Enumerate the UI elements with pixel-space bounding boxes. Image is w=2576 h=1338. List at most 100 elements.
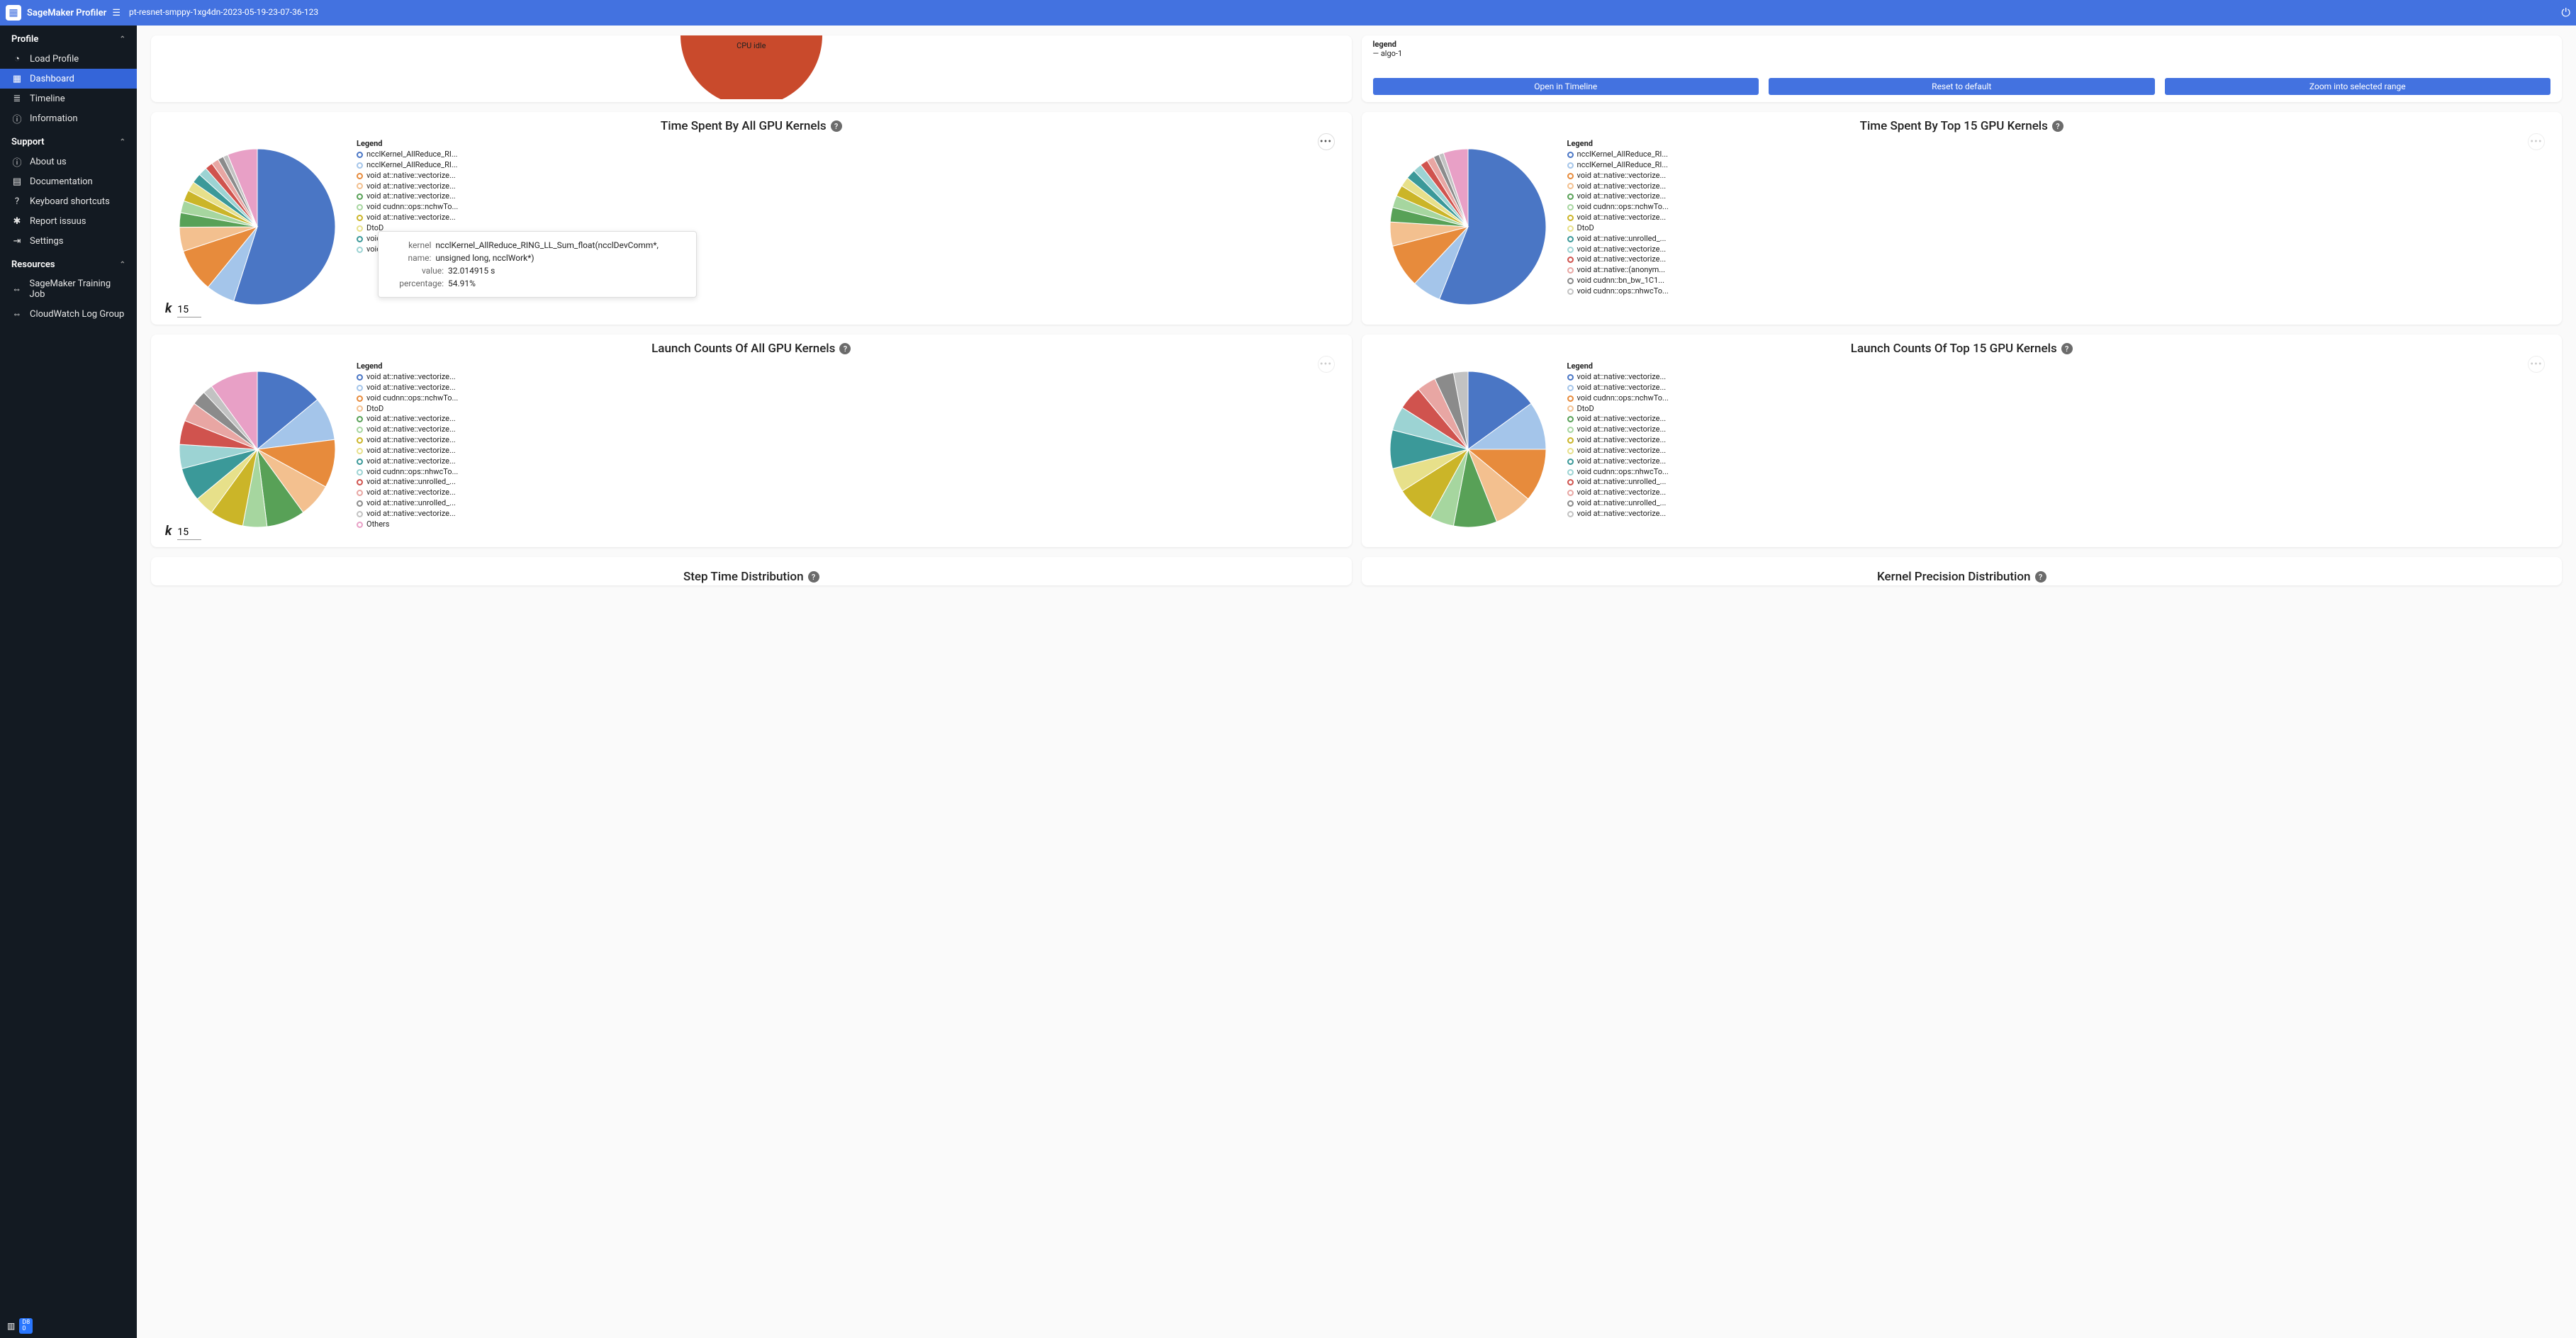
legend-item[interactable]: void at::native::vectorize... (1567, 509, 2548, 519)
legend-item[interactable]: ncclKernel_AllReduce_RI... (1567, 150, 2548, 160)
sidebar-item-documentation[interactable]: ▤Documentation (0, 172, 137, 191)
legend-item[interactable]: ncclKernel_AllReduce_RI... (357, 160, 1338, 171)
legend-item[interactable]: void at::native::vectorize... (357, 383, 1338, 393)
more-icon[interactable]: ••• (1318, 356, 1335, 373)
reset-default-button[interactable]: Reset to default (1769, 78, 2155, 95)
pie-chart[interactable] (178, 370, 337, 529)
more-icon[interactable]: ••• (2528, 356, 2545, 373)
sidebar-item-keyboard-shortcuts[interactable]: ?Keyboard shortcuts (0, 191, 137, 211)
more-icon[interactable]: ••• (1318, 133, 1335, 150)
legend-item[interactable]: void at::native::vectorize... (357, 446, 1338, 456)
legend-item[interactable]: void at::native::vectorize... (1567, 213, 2548, 223)
legend-item[interactable]: void cudnn::ops::nchwTo... (357, 202, 1338, 213)
legend-item[interactable]: DtoD (1567, 223, 2548, 234)
tooltip-label: kernel name: (388, 239, 431, 264)
legend-item[interactable]: void cudnn::ops::nhwcTo... (1567, 467, 2548, 478)
legend-item[interactable]: void at::native::vectorize... (357, 372, 1338, 383)
sidebar-item-about-us[interactable]: ⓘAbout us (0, 152, 137, 172)
section-resources[interactable]: Resources ⌃ (0, 251, 137, 274)
nav-label: Settings (30, 236, 63, 247)
legend-item[interactable]: void at::native::vectorize... (1567, 488, 2548, 498)
chart-icon[interactable]: ▥ (7, 1321, 15, 1331)
legend-item[interactable]: void at::native::(anonym... (1567, 265, 2548, 276)
legend-item[interactable]: ncclKernel_AllReduce_RI... (1567, 160, 2548, 171)
sidebar-item-sagemaker-training-job[interactable]: ⇔SageMaker Training Job (0, 274, 137, 304)
help-icon[interactable]: ? (808, 571, 819, 583)
legend-item[interactable]: void at::native::vectorize... (357, 213, 1338, 223)
pie-chart[interactable] (178, 147, 337, 306)
legend-item[interactable]: void at::native::vectorize... (1567, 425, 2548, 435)
help-icon[interactable]: ? (839, 343, 851, 354)
legend-item[interactable]: DtoD (1567, 404, 2548, 415)
legend-item[interactable]: void cudnn::ops::nchwTo... (357, 393, 1338, 404)
legend-item[interactable]: void at::native::vectorize... (357, 488, 1338, 498)
legend-item[interactable]: void at::native::unrolled_... (357, 498, 1338, 509)
legend-dot-icon (357, 173, 363, 179)
legend-item[interactable]: void at::native::vectorize... (1567, 181, 2548, 192)
k-value-input[interactable] (177, 525, 201, 540)
legend-label: void at::native::vectorize... (366, 446, 456, 456)
legend-item[interactable]: void cudnn::ops::nhwcTo... (1567, 286, 2548, 297)
legend-item[interactable]: void at::native::vectorize... (1567, 244, 2548, 255)
nav-label: Load Profile (30, 54, 79, 64)
legend-dot-icon (357, 490, 363, 496)
legend-item[interactable]: void at::native::vectorize... (357, 456, 1338, 467)
legend-item[interactable]: void at::native::vectorize... (1567, 414, 2548, 425)
k-value-input[interactable] (177, 303, 201, 317)
sidebar-item-report-issuus[interactable]: ✱Report issuus (0, 211, 137, 231)
help-icon[interactable]: ? (2035, 571, 2046, 583)
sidebar-item-information[interactable]: ⓘInformation (0, 108, 137, 128)
sidebar-item-cloudwatch-log-group[interactable]: ⇔CloudWatch Log Group (0, 304, 137, 324)
legend-item[interactable]: void at::native::vectorize... (357, 425, 1338, 435)
job-name: pt-resnet-smppy-1xg4dn-2023-05-19-23-07-… (129, 8, 318, 17)
hamburger-icon[interactable]: ☰ (112, 8, 121, 18)
legend-item[interactable]: Others (357, 519, 1338, 530)
legend-dot-icon (357, 511, 363, 517)
help-icon[interactable]: ? (2061, 343, 2073, 354)
legend-item[interactable]: void at::native::unrolled_... (357, 477, 1338, 488)
legend-item[interactable]: void at::native::unrolled_... (1567, 498, 2548, 509)
help-icon[interactable]: ? (831, 120, 842, 132)
sidebar-item-timeline[interactable]: ≣Timeline (0, 89, 137, 108)
legend-item[interactable]: void cudnn::ops::nhwcTo... (357, 467, 1338, 478)
legend-item[interactable]: void cudnn::ops::nchwTo... (1567, 202, 2548, 213)
legend-dot-icon (1567, 490, 1574, 496)
legend-dot-icon (357, 215, 363, 221)
legend-item[interactable]: void at::native::unrolled_... (1567, 477, 2548, 488)
zoom-range-button[interactable]: Zoom into selected range (2165, 78, 2551, 95)
pie-chart[interactable] (1389, 147, 1547, 306)
help-icon[interactable]: ? (2052, 120, 2063, 132)
legend-item[interactable]: void at::native::unrolled_... (1567, 234, 2548, 244)
legend-item[interactable]: void at::native::vectorize... (357, 414, 1338, 425)
legend-item[interactable]: void at::native::vectorize... (1567, 383, 2548, 393)
k-label: k (165, 301, 172, 316)
section-profile[interactable]: Profile ⌃ (0, 26, 137, 49)
legend-item[interactable]: void cudnn::bn_bw_1C1... (1567, 276, 2548, 286)
legend-item[interactable]: void at::native::vectorize... (1567, 372, 2548, 383)
legend-item[interactable]: void at::native::vectorize... (1567, 191, 2548, 202)
pie-chart[interactable] (1389, 370, 1547, 529)
sidebar-item-load-profile[interactable]: ◔Load Profile (0, 49, 137, 69)
legend-item[interactable]: void at::native::vectorize... (357, 191, 1338, 202)
legend-item[interactable]: void at::native::vectorize... (357, 181, 1338, 192)
legend-item[interactable]: void cudnn::ops::nchwTo... (1567, 393, 2548, 404)
legend-label: void at::native::unrolled_... (1577, 477, 1667, 488)
legend-item[interactable]: void at::native::vectorize... (357, 509, 1338, 519)
sidebar-item-dashboard[interactable]: ▦Dashboard (0, 69, 137, 89)
card-title: Step Time Distribution (683, 570, 804, 584)
open-timeline-button[interactable]: Open in Timeline (1373, 78, 1759, 95)
legend-item[interactable]: ncclKernel_AllReduce_RI... (357, 150, 1338, 160)
section-support[interactable]: Support ⌃ (0, 128, 137, 152)
legend-item[interactable]: void at::native::vectorize... (357, 435, 1338, 446)
legend-item[interactable]: void at::native::vectorize... (1567, 171, 2548, 181)
legend-item[interactable]: void at::native::vectorize... (1567, 456, 2548, 467)
legend-item[interactable]: DtoD (357, 404, 1338, 415)
more-icon[interactable]: ••• (2528, 133, 2545, 150)
legend-item[interactable]: void at::native::vectorize... (1567, 446, 2548, 456)
legend-item[interactable]: void at::native::vectorize... (357, 171, 1338, 181)
power-icon[interactable]: ⏻ (2561, 6, 2570, 20)
nav-icon: ⓘ (11, 113, 23, 124)
legend-item[interactable]: void at::native::vectorize... (1567, 254, 2548, 265)
sidebar-item-settings[interactable]: ⇥Settings (0, 231, 137, 251)
legend-item[interactable]: void at::native::vectorize... (1567, 435, 2548, 446)
